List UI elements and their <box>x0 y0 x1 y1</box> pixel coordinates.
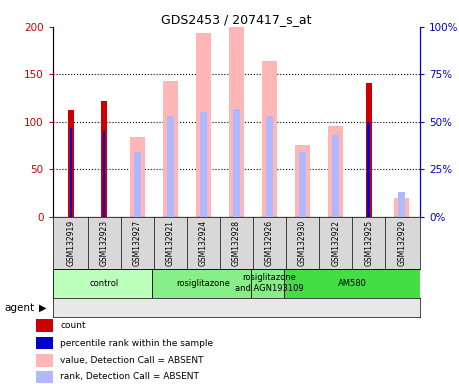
Bar <box>167 116 174 217</box>
Bar <box>70 127 73 217</box>
Text: GSM132928: GSM132928 <box>232 220 241 266</box>
Text: GSM132924: GSM132924 <box>199 220 208 266</box>
Bar <box>262 61 277 217</box>
Bar <box>196 33 211 217</box>
Bar <box>332 135 339 217</box>
Text: GSM132925: GSM132925 <box>364 220 373 266</box>
Bar <box>101 101 107 217</box>
Bar <box>130 137 145 217</box>
Text: value, Detection Call = ABSENT: value, Detection Call = ABSENT <box>60 356 203 365</box>
Bar <box>53 269 155 298</box>
Bar <box>36 319 54 332</box>
Text: control: control <box>90 279 119 288</box>
Bar <box>299 152 306 217</box>
Bar <box>229 27 244 217</box>
Bar <box>394 198 409 217</box>
Bar <box>233 109 240 217</box>
Text: GSM132923: GSM132923 <box>100 220 109 266</box>
Bar <box>103 131 106 217</box>
Bar <box>134 152 141 217</box>
Bar <box>266 116 273 217</box>
Text: AM580: AM580 <box>338 279 367 288</box>
Bar <box>163 81 178 217</box>
Bar <box>36 371 54 382</box>
Title: GDS2453 / 207417_s_at: GDS2453 / 207417_s_at <box>161 13 312 26</box>
Bar <box>200 113 207 217</box>
Text: GSM132926: GSM132926 <box>265 220 274 266</box>
Text: percentile rank within the sample: percentile rank within the sample <box>60 339 213 348</box>
Text: rosiglitazone: rosiglitazone <box>176 279 230 288</box>
Bar <box>251 269 288 298</box>
Text: rosiglitazone
and AGN193109: rosiglitazone and AGN193109 <box>235 273 304 293</box>
Bar <box>68 109 74 217</box>
Bar <box>328 126 343 217</box>
Bar <box>398 192 405 217</box>
Bar <box>36 337 54 349</box>
Text: GSM132919: GSM132919 <box>67 220 75 266</box>
Bar <box>36 354 54 366</box>
Text: GSM132922: GSM132922 <box>331 220 340 266</box>
Bar <box>295 145 310 217</box>
Bar <box>285 269 420 298</box>
Bar <box>366 83 372 217</box>
Text: rank, Detection Call = ABSENT: rank, Detection Call = ABSENT <box>60 372 199 381</box>
Text: ▶: ▶ <box>39 303 46 313</box>
Text: GSM132927: GSM132927 <box>133 220 142 266</box>
Text: GSM132930: GSM132930 <box>298 220 307 266</box>
Text: GSM132929: GSM132929 <box>397 220 406 266</box>
Text: count: count <box>60 321 86 330</box>
Text: agent: agent <box>5 303 35 313</box>
Bar <box>367 122 370 217</box>
Bar <box>152 269 255 298</box>
Text: GSM132921: GSM132921 <box>166 220 175 266</box>
